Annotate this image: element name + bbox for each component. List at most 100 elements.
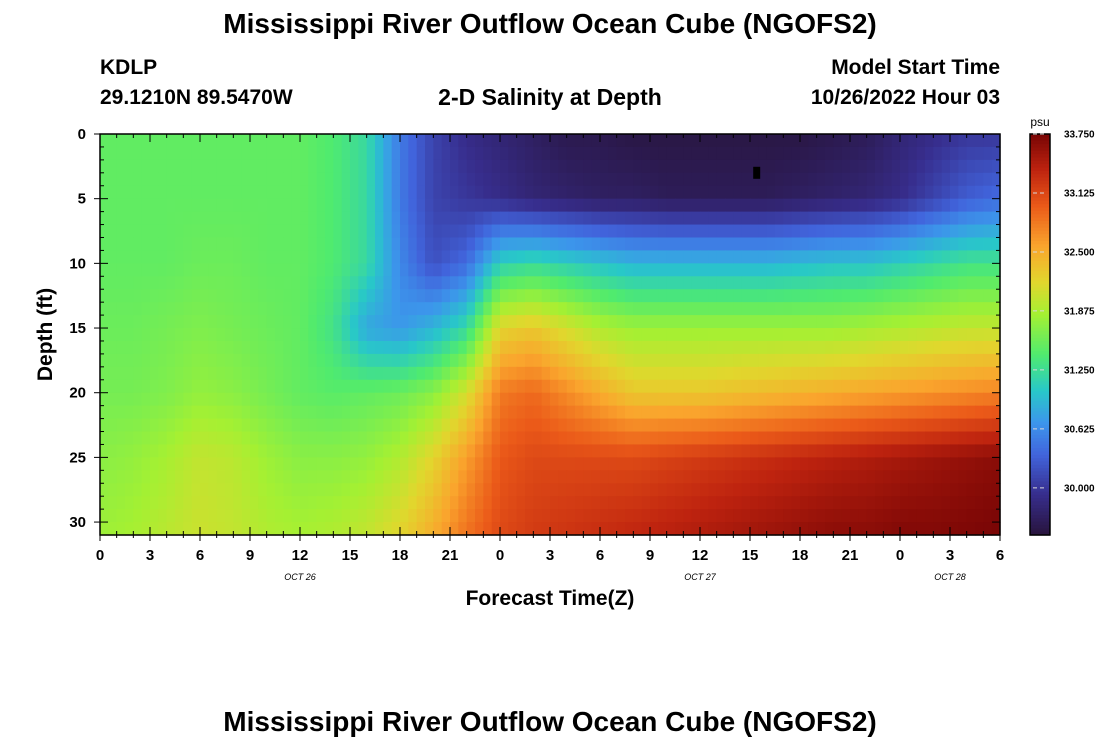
heatmap-cell	[933, 340, 943, 355]
heatmap-cell	[933, 509, 943, 523]
heatmap-cell	[266, 211, 276, 226]
heatmap-cell	[408, 405, 418, 420]
heatmap-cell	[358, 509, 368, 523]
heatmap-cell	[400, 134, 409, 148]
heatmap-cell	[675, 379, 684, 394]
heatmap-cell	[216, 276, 226, 290]
heatmap-cell	[150, 237, 159, 252]
heatmap-cell	[250, 405, 259, 420]
heatmap-cell	[758, 315, 768, 329]
heatmap-cell	[100, 146, 109, 161]
heatmap-cell	[600, 172, 609, 187]
heatmap-cell	[383, 185, 393, 200]
heatmap-cell	[833, 470, 843, 484]
colorbar-swatch	[1030, 451, 1050, 456]
heatmap-cell	[750, 470, 759, 484]
heatmap-cell	[941, 340, 951, 355]
heatmap-cell	[741, 224, 751, 239]
heatmap-cell	[433, 366, 443, 381]
heatmap-cell	[516, 159, 526, 174]
heatmap-cell	[641, 185, 651, 200]
heatmap-cell	[708, 444, 718, 458]
heatmap-cell	[225, 263, 234, 277]
heatmap-cell	[983, 496, 993, 510]
heatmap-cell	[875, 353, 884, 368]
heatmap-cell	[150, 470, 159, 484]
heatmap-cell	[266, 289, 276, 303]
heatmap-cell	[700, 353, 709, 368]
heatmap-cell	[991, 211, 1001, 226]
heatmap-cell	[575, 509, 584, 523]
heatmap-cell	[341, 237, 351, 252]
heatmap-cell	[175, 379, 184, 394]
heatmap-cell	[866, 444, 876, 458]
heatmap-cell	[966, 315, 976, 329]
heatmap-cell	[183, 134, 193, 148]
heatmap-cell	[475, 392, 484, 407]
heatmap-cell	[600, 250, 609, 264]
heatmap-cell	[891, 224, 901, 239]
heatmap-cell	[158, 392, 168, 407]
heatmap-cell	[450, 172, 459, 187]
heatmap-cell	[516, 444, 526, 458]
heatmap-cell	[966, 392, 976, 407]
heatmap-cell	[166, 418, 176, 433]
heatmap-cell	[391, 211, 401, 226]
heatmap-cell	[525, 250, 534, 264]
heatmap-cell	[825, 366, 834, 381]
heatmap-cell	[608, 470, 618, 484]
heatmap-cell	[616, 340, 626, 355]
colorbar-swatch	[1030, 474, 1050, 479]
heatmap-cell	[725, 172, 734, 187]
heatmap-cell	[116, 470, 126, 484]
heatmap-cell	[800, 237, 809, 252]
heatmap-cell	[783, 379, 793, 394]
heatmap-cell	[200, 224, 209, 239]
heatmap-cell	[441, 134, 451, 148]
heatmap-cell	[583, 146, 593, 161]
heatmap-cell	[850, 405, 859, 420]
heatmap-cell	[575, 134, 584, 148]
heatmap-cell	[841, 366, 851, 381]
heatmap-cell	[783, 146, 793, 161]
heatmap-cell	[666, 198, 676, 213]
heatmap-cell	[633, 379, 643, 394]
heatmap-cell	[358, 302, 368, 316]
heatmap-cell	[433, 276, 443, 290]
heatmap-cell	[358, 340, 368, 355]
heatmap-cell	[275, 431, 284, 446]
heatmap-cell	[758, 185, 768, 200]
heatmap-cell	[808, 353, 818, 368]
date-label: OCT 28	[934, 572, 966, 582]
heatmap-cell	[825, 302, 834, 316]
heatmap-cell	[933, 379, 943, 394]
heatmap-cell	[925, 340, 934, 355]
heatmap-cell	[416, 444, 426, 458]
heatmap-cell	[958, 198, 968, 213]
heatmap-cell	[516, 509, 526, 523]
heatmap-cell	[600, 146, 609, 161]
heatmap-cell	[958, 211, 968, 226]
heatmap-cell	[275, 185, 284, 200]
colorbar-swatch	[1030, 431, 1050, 436]
heatmap-cell	[858, 185, 868, 200]
heatmap-cell	[966, 522, 976, 536]
heatmap-cell	[858, 276, 868, 290]
heatmap-cell	[566, 509, 576, 523]
heatmap-cell	[208, 185, 218, 200]
heatmap-cell	[991, 250, 1001, 264]
heatmap-cell	[350, 250, 359, 264]
heatmap-cell	[341, 392, 351, 407]
heatmap-cell	[433, 172, 443, 187]
heatmap-cell	[666, 405, 676, 420]
heatmap-cell	[200, 289, 209, 303]
heatmap-cell	[350, 211, 359, 226]
heatmap-cell	[816, 418, 826, 433]
heatmap-cell	[450, 198, 459, 213]
heatmap-cell	[216, 159, 226, 174]
heatmap-cell	[666, 522, 676, 536]
heatmap-cell	[866, 185, 876, 200]
heatmap-cell	[316, 418, 326, 433]
heatmap-cell	[258, 302, 268, 316]
heatmap-cell	[216, 457, 226, 471]
